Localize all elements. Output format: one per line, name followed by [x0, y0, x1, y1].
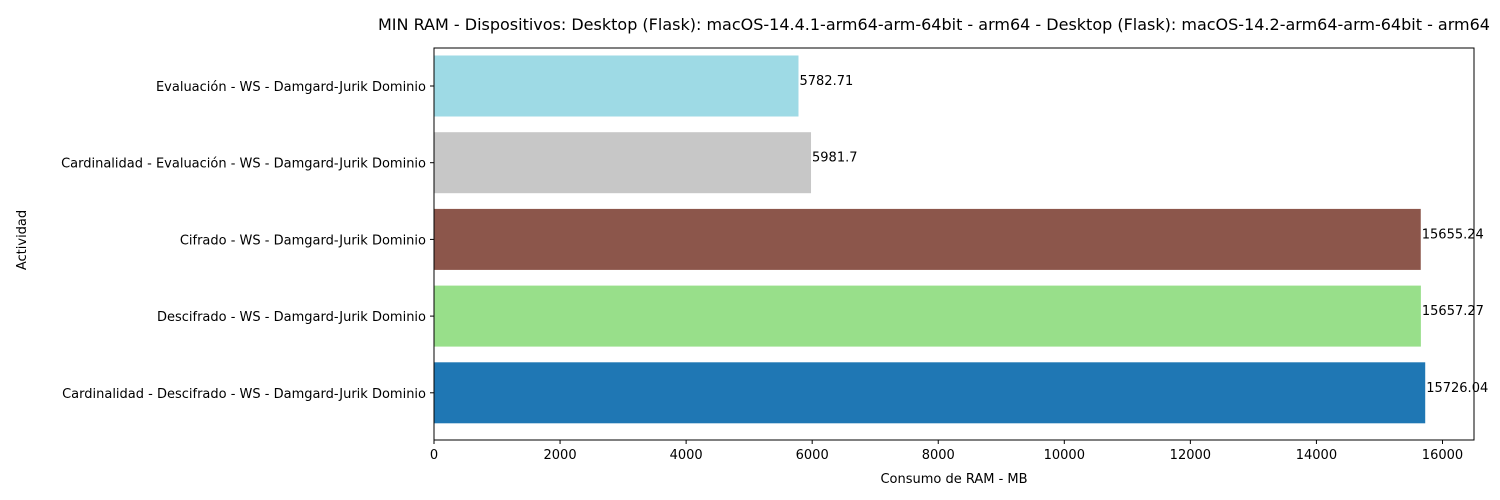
bar-value-label: 5981.7 — [812, 151, 858, 166]
bar — [434, 208, 1421, 270]
x-tick-label: 0 — [430, 448, 438, 463]
bar-value-label: 15657.27 — [1422, 304, 1484, 319]
chart-title: MIN RAM - Dispositivos: Desktop (Flask):… — [378, 15, 1490, 34]
x-tick-label: 14000 — [1296, 448, 1337, 463]
x-tick-label: 8000 — [922, 448, 955, 463]
y-tick-label: Evaluación - WS - Damgard-Jurik Dominio — [156, 80, 426, 95]
x-tick-label: 4000 — [670, 448, 703, 463]
x-tick-label: 2000 — [544, 448, 577, 463]
bar-value-label: 15655.24 — [1422, 227, 1484, 242]
bar — [434, 55, 799, 117]
x-tick-label: 6000 — [796, 448, 829, 463]
bar-value-label: 15726.04 — [1426, 381, 1488, 396]
bar-value-label: 5782.71 — [799, 74, 853, 89]
y-axis-label: Actividad — [15, 210, 30, 270]
bar — [434, 132, 812, 194]
y-tick-label: Cifrado - WS - Damgard-Jurik Dominio — [180, 233, 426, 248]
plot-frame — [433, 47, 1475, 441]
x-tick-label: 16000 — [1422, 448, 1463, 463]
bar — [434, 285, 1421, 347]
y-tick-label: Cardinalidad - Descifrado - WS - Damgard… — [62, 387, 426, 402]
y-tick-label: Cardinalidad - Evaluación - WS - Damgard… — [61, 157, 426, 172]
x-tick-label: 12000 — [1170, 448, 1211, 463]
x-tick-label: 10000 — [1044, 448, 1085, 463]
x-axis-label: Consumo de RAM - MB — [880, 472, 1027, 487]
bar — [434, 362, 1426, 424]
y-tick-label: Descifrado - WS - Damgard-Jurik Dominio — [157, 310, 426, 325]
